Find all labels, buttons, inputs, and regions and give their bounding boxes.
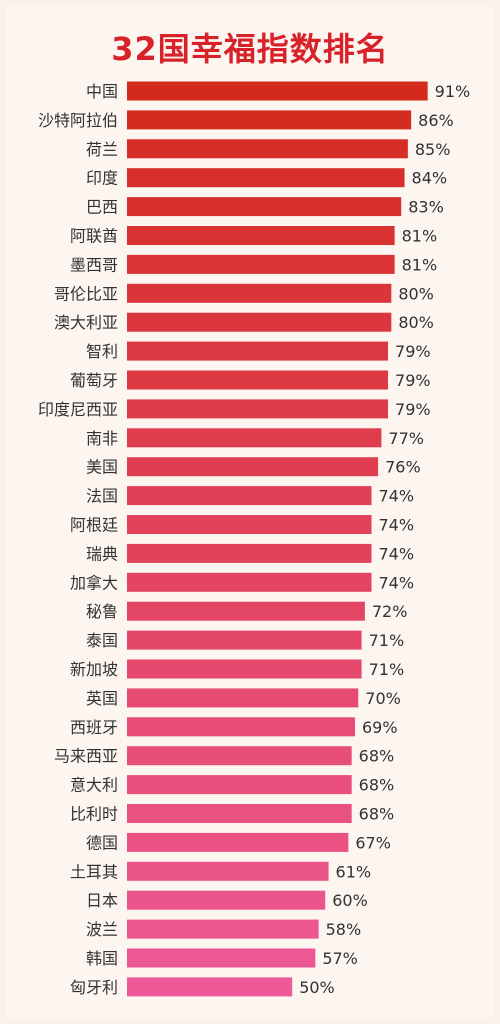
value-label: 76% xyxy=(385,458,421,477)
bar xyxy=(127,775,352,795)
category-label: 墨西哥 xyxy=(70,255,118,274)
bar xyxy=(127,746,352,766)
value-label: 80% xyxy=(398,313,434,332)
category-label: 加拿大 xyxy=(70,573,118,592)
value-label: 74% xyxy=(378,544,414,563)
category-label: 巴西 xyxy=(86,198,118,217)
value-label: 79% xyxy=(395,342,431,361)
bar xyxy=(127,312,392,332)
bar xyxy=(127,341,389,361)
bar xyxy=(127,428,382,448)
value-label: 74% xyxy=(378,487,414,506)
value-label: 70% xyxy=(365,689,401,708)
value-label: 81% xyxy=(402,227,438,246)
bar xyxy=(127,890,326,910)
bar xyxy=(127,197,402,217)
bar xyxy=(127,601,365,621)
category-label: 泰国 xyxy=(86,631,118,650)
bar xyxy=(127,370,389,390)
bar xyxy=(127,659,362,679)
bar xyxy=(127,168,405,188)
bar xyxy=(127,399,389,419)
bar xyxy=(127,919,319,939)
category-label: 西班牙 xyxy=(70,718,118,737)
category-label: 意大利 xyxy=(70,776,118,795)
value-label: 74% xyxy=(378,516,414,535)
value-label: 91% xyxy=(435,82,471,101)
bar xyxy=(127,283,392,303)
category-label: 日本 xyxy=(86,891,118,910)
category-label: 土耳其 xyxy=(70,862,118,881)
value-label: 68% xyxy=(359,747,395,766)
bar xyxy=(127,572,372,592)
category-label: 荷兰 xyxy=(86,140,118,159)
category-label: 英国 xyxy=(86,689,118,708)
category-label: 印度尼西亚 xyxy=(38,400,118,419)
chart-title: 32国幸福指数排名 xyxy=(111,30,389,68)
category-label: 波兰 xyxy=(86,920,118,939)
value-label: 79% xyxy=(395,371,431,390)
category-label: 秘鲁 xyxy=(86,602,118,621)
bar xyxy=(127,139,408,159)
value-label: 58% xyxy=(326,920,362,939)
value-label: 71% xyxy=(369,660,405,679)
value-label: 67% xyxy=(355,833,391,852)
category-label: 阿根廷 xyxy=(70,516,118,535)
category-label: 匈牙利 xyxy=(70,978,118,997)
category-label: 沙特阿拉伯 xyxy=(38,111,118,130)
bar xyxy=(127,688,359,708)
bar xyxy=(127,804,352,823)
bar xyxy=(127,226,395,245)
category-label: 美国 xyxy=(86,458,118,477)
value-label: 71% xyxy=(369,631,405,650)
category-label: 印度 xyxy=(86,169,118,188)
bar xyxy=(127,948,316,968)
category-label: 德国 xyxy=(86,833,118,852)
category-label: 阿联酋 xyxy=(70,227,118,246)
bar xyxy=(127,861,329,881)
category-label: 澳大利亚 xyxy=(54,313,118,332)
value-label: 60% xyxy=(332,891,368,910)
category-label: 马来西亚 xyxy=(54,747,118,766)
category-label: 中国 xyxy=(86,82,118,101)
category-label: 韩国 xyxy=(86,949,118,968)
bar xyxy=(127,977,293,997)
bar xyxy=(127,110,412,130)
category-label: 南非 xyxy=(86,429,118,448)
category-label: 哥伦比亚 xyxy=(54,284,118,303)
bar xyxy=(127,832,349,852)
value-label: 69% xyxy=(362,718,398,737)
bar xyxy=(127,486,372,506)
bar xyxy=(127,717,355,737)
bar xyxy=(127,630,362,650)
category-label: 葡萄牙 xyxy=(70,371,118,390)
value-label: 61% xyxy=(336,862,372,881)
category-label: 比利时 xyxy=(70,805,118,824)
value-label: 79% xyxy=(395,400,431,419)
value-label: 84% xyxy=(412,169,448,188)
value-label: 80% xyxy=(398,284,434,303)
value-label: 74% xyxy=(378,573,414,592)
category-label: 新加坡 xyxy=(70,660,118,679)
category-label: 智利 xyxy=(86,342,118,361)
value-label: 68% xyxy=(359,776,395,795)
value-label: 83% xyxy=(408,198,444,217)
value-label: 68% xyxy=(359,805,395,824)
value-label: 81% xyxy=(402,255,438,274)
bar xyxy=(127,543,372,563)
value-label: 50% xyxy=(299,978,335,997)
value-label: 57% xyxy=(322,949,358,968)
category-label: 法国 xyxy=(86,487,118,506)
bar xyxy=(127,457,379,477)
value-label: 85% xyxy=(415,140,451,159)
value-label: 77% xyxy=(388,429,424,448)
bar xyxy=(127,254,395,274)
value-label: 72% xyxy=(372,602,408,621)
bar xyxy=(127,515,372,534)
bar xyxy=(127,81,428,101)
value-label: 86% xyxy=(418,111,454,130)
category-label: 瑞典 xyxy=(86,544,118,563)
